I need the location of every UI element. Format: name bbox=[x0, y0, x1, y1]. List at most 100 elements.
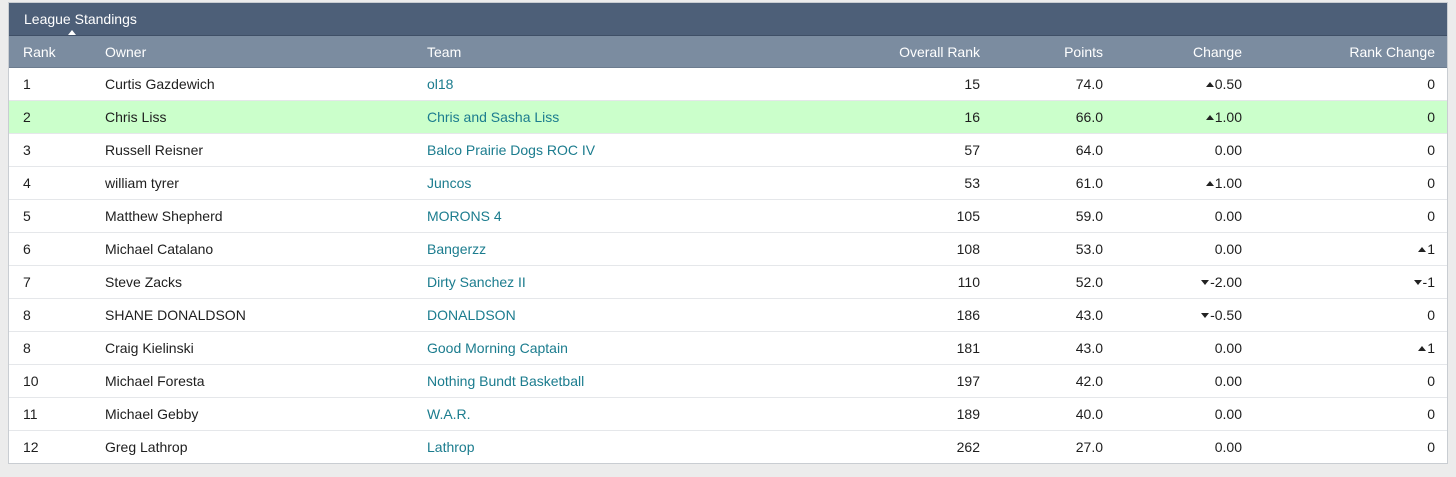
column-header-change[interactable]: Change bbox=[1103, 36, 1242, 68]
change-cell: 0.00 bbox=[1103, 232, 1242, 266]
team-cell: Juncos bbox=[427, 166, 757, 200]
owner-cell: SHANE DONALDSON bbox=[105, 298, 427, 332]
owner-name: Matthew Shepherd bbox=[105, 208, 223, 224]
team-link[interactable]: Juncos bbox=[427, 175, 472, 191]
team-link[interactable]: W.A.R. bbox=[427, 406, 471, 422]
points-cell: 59.0 bbox=[980, 199, 1103, 233]
team-cell: DONALDSON bbox=[427, 298, 757, 332]
points-value: 53.0 bbox=[1075, 241, 1103, 257]
change-cell: 0.00 bbox=[1103, 397, 1242, 431]
rank-change-value: 1 bbox=[1427, 241, 1435, 257]
owner-cell: Michael Catalano bbox=[105, 232, 427, 266]
change-cell: 1.00 bbox=[1103, 166, 1242, 200]
team-cell: Good Morning Captain bbox=[427, 331, 757, 365]
change-cell: -2.00 bbox=[1103, 265, 1242, 299]
column-header-owner[interactable]: Owner bbox=[105, 36, 427, 68]
column-header-rank[interactable]: Rank bbox=[9, 36, 105, 68]
panel-title: League Standings bbox=[24, 11, 137, 27]
overall-rank-cell: 181 bbox=[757, 331, 980, 365]
change-cell: 0.00 bbox=[1103, 133, 1242, 167]
owner-name: Chris Liss bbox=[105, 109, 167, 125]
arrow-up-icon bbox=[1205, 180, 1214, 186]
team-link[interactable]: Lathrop bbox=[427, 439, 475, 455]
owner-name: Michael Gebby bbox=[105, 406, 199, 422]
points-value: 40.0 bbox=[1075, 406, 1103, 422]
table-row: 12 Greg Lathrop Lathrop 262 27.0 0.00 0 bbox=[9, 431, 1447, 464]
change-cell: -0.50 bbox=[1103, 298, 1242, 332]
rank-change-value: -1 bbox=[1422, 274, 1435, 290]
arrow-up-icon bbox=[1418, 345, 1427, 351]
points-cell: 43.0 bbox=[980, 331, 1103, 365]
owner-cell: Steve Zacks bbox=[105, 265, 427, 299]
table-row: 3 Russell Reisner Balco Prairie Dogs ROC I… bbox=[9, 133, 1447, 167]
overall-rank-cell: 53 bbox=[757, 166, 980, 200]
column-header-rank-change[interactable]: Rank Change bbox=[1242, 36, 1447, 68]
points-value: 43.0 bbox=[1075, 340, 1103, 356]
team-cell: Balco Prairie Dogs ROC IV bbox=[427, 133, 757, 167]
rank-change-value: 0 bbox=[1427, 109, 1435, 125]
change-value: 0.00 bbox=[1214, 241, 1242, 257]
points-cell: 64.0 bbox=[980, 133, 1103, 167]
panel-title-bar: League Standings bbox=[9, 3, 1447, 36]
standings-body: 1 Curtis Gazdewich ol18 15 74.0 0.50 0 2 Chris L… bbox=[9, 67, 1447, 464]
rank-value: 7 bbox=[23, 274, 31, 290]
team-link[interactable]: Chris and Sasha Liss bbox=[427, 109, 560, 125]
overall-rank-cell: 189 bbox=[757, 397, 980, 431]
rank-change-cell: 0 bbox=[1242, 199, 1447, 233]
rank-value: 5 bbox=[23, 208, 31, 224]
tab-indicator-icon bbox=[68, 30, 77, 35]
team-cell: Dirty Sanchez II bbox=[427, 265, 757, 299]
table-row: 8 Craig Kielinski Good Morning Captain 181 4… bbox=[9, 331, 1447, 365]
rank-change-value: 0 bbox=[1427, 76, 1435, 92]
team-link[interactable]: ol18 bbox=[427, 76, 454, 92]
team-cell: MORONS 4 bbox=[427, 199, 757, 233]
owner-name: Greg Lathrop bbox=[105, 439, 188, 455]
points-value: 64.0 bbox=[1075, 142, 1103, 158]
table-row: 2 Chris Liss Chris and Sasha Liss 16 66.0 1.0… bbox=[9, 100, 1447, 134]
owner-cell: Craig Kielinski bbox=[105, 331, 427, 365]
column-header-overall-rank[interactable]: Overall Rank bbox=[757, 36, 980, 68]
change-cell: 0.00 bbox=[1103, 364, 1242, 398]
owner-cell: Matthew Shepherd bbox=[105, 199, 427, 233]
rank-change-cell: 0 bbox=[1242, 67, 1447, 101]
owner-cell: Michael Gebby bbox=[105, 397, 427, 431]
team-link[interactable]: MORONS 4 bbox=[427, 208, 502, 224]
points-cell: 74.0 bbox=[980, 67, 1103, 101]
team-link[interactable]: Bangerzz bbox=[427, 241, 487, 257]
arrow-down-icon bbox=[1201, 312, 1210, 318]
overall-rank-value: 15 bbox=[964, 76, 980, 92]
rank-value: 3 bbox=[23, 142, 31, 158]
team-link[interactable]: Dirty Sanchez II bbox=[427, 274, 526, 290]
change-value: -0.50 bbox=[1210, 307, 1242, 323]
table-row: 10 Michael Foresta Nothing Bundt Basketbal… bbox=[9, 364, 1447, 398]
rank-value: 11 bbox=[23, 406, 38, 422]
rank-change-cell: 0 bbox=[1242, 166, 1447, 200]
rank-value: 6 bbox=[23, 241, 31, 257]
change-value: 0.00 bbox=[1214, 208, 1242, 224]
overall-rank-value: 181 bbox=[956, 340, 980, 356]
team-link[interactable]: Nothing Bundt Basketball bbox=[427, 373, 585, 389]
overall-rank-value: 186 bbox=[956, 307, 980, 323]
owner-cell: Chris Liss bbox=[105, 100, 427, 134]
arrow-down-icon bbox=[1413, 279, 1422, 285]
team-link[interactable]: Balco Prairie Dogs ROC IV bbox=[427, 142, 596, 158]
league-standings-tab[interactable]: League Standings bbox=[16, 3, 145, 35]
table-row: 6 Michael Catalano Bangerzz 108 53.0 0.00 1 bbox=[9, 232, 1447, 266]
owner-name: william tyrer bbox=[105, 175, 179, 191]
change-value: -2.00 bbox=[1210, 274, 1242, 290]
rank-cell: 8 bbox=[9, 331, 105, 365]
team-cell: ol18 bbox=[427, 67, 757, 101]
rank-change-value: 0 bbox=[1427, 142, 1435, 158]
overall-rank-cell: 108 bbox=[757, 232, 980, 266]
column-header-points[interactable]: Points bbox=[980, 36, 1103, 68]
team-link[interactable]: DONALDSON bbox=[427, 307, 516, 323]
points-value: 42.0 bbox=[1075, 373, 1103, 389]
column-header-team[interactable]: Team bbox=[427, 36, 757, 68]
rank-change-cell: 1 bbox=[1242, 232, 1447, 266]
points-value: 27.0 bbox=[1075, 439, 1103, 455]
rank-value: 4 bbox=[23, 175, 31, 191]
team-link[interactable]: Good Morning Captain bbox=[427, 340, 568, 356]
points-cell: 43.0 bbox=[980, 298, 1103, 332]
rank-value: 8 bbox=[23, 340, 31, 356]
points-value: 59.0 bbox=[1075, 208, 1103, 224]
